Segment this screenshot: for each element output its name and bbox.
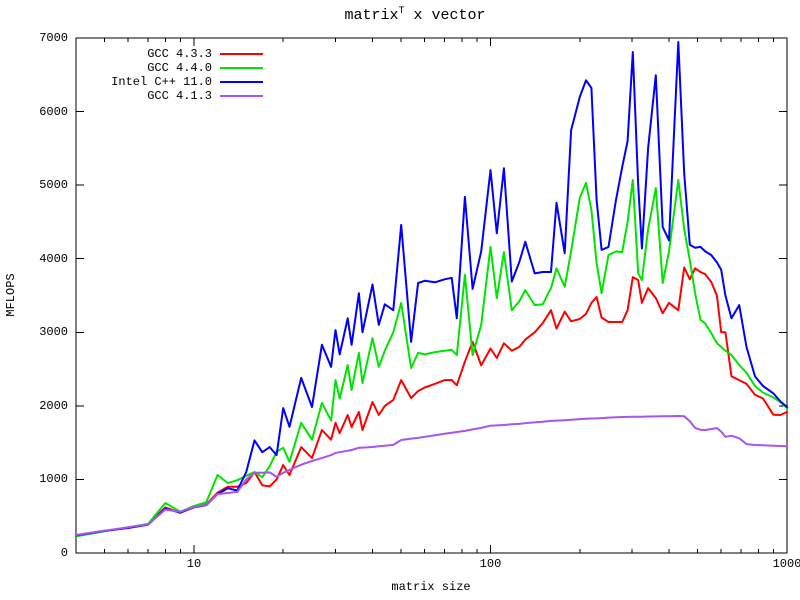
legend-line-sample bbox=[220, 53, 263, 55]
legend-entry: GCC 4.4.0 bbox=[0, 61, 263, 75]
axes bbox=[75, 37, 788, 554]
y-tick-label: 1000 bbox=[39, 472, 68, 487]
legend-entry: GCC 4.3.3 bbox=[0, 47, 263, 61]
chart-title-rest: x vector bbox=[404, 7, 486, 24]
chart-title-text: matrix bbox=[344, 7, 399, 24]
legend-entry: Intel C++ 11.0 bbox=[0, 75, 263, 89]
legend-label: GCC 4.1.3 bbox=[147, 88, 212, 103]
x-tick-label: 1000 bbox=[772, 557, 800, 571]
y-tick-label: 0 bbox=[60, 546, 68, 560]
chart-title-superscript: T bbox=[398, 6, 405, 17]
legend-label: GCC 4.4.0 bbox=[147, 60, 212, 75]
legend-entry: GCC 4.1.3 bbox=[0, 89, 263, 103]
legend-line-sample bbox=[220, 81, 263, 83]
y-tick-label: 5000 bbox=[39, 178, 68, 193]
series-line bbox=[74, 41, 789, 537]
series-line bbox=[74, 179, 789, 538]
y-tick-label: 3000 bbox=[39, 325, 68, 340]
series-line bbox=[74, 415, 789, 537]
legend: GCC 4.3.3 GCC 4.4.0 Intel C++ 11.0 GCC 4.1.… bbox=[0, 47, 263, 103]
legend-label: Intel C++ 11.0 bbox=[111, 74, 212, 89]
y-tick-label: 6000 bbox=[39, 104, 68, 119]
legend-line-sample bbox=[220, 67, 263, 69]
chart-title: matrixT x vector bbox=[15, 6, 800, 24]
x-axis-title: matrix size bbox=[391, 580, 471, 594]
x-tick-label: 10 bbox=[186, 557, 202, 571]
x-tick-label: 100 bbox=[479, 557, 502, 571]
legend-line-sample bbox=[220, 95, 263, 97]
y-tick-label: 7000 bbox=[39, 31, 68, 45]
y-tick-label: 4000 bbox=[39, 251, 68, 266]
series-line bbox=[74, 266, 789, 537]
legend-label: GCC 4.3.3 bbox=[147, 46, 212, 61]
y-tick-label: 2000 bbox=[39, 398, 68, 413]
